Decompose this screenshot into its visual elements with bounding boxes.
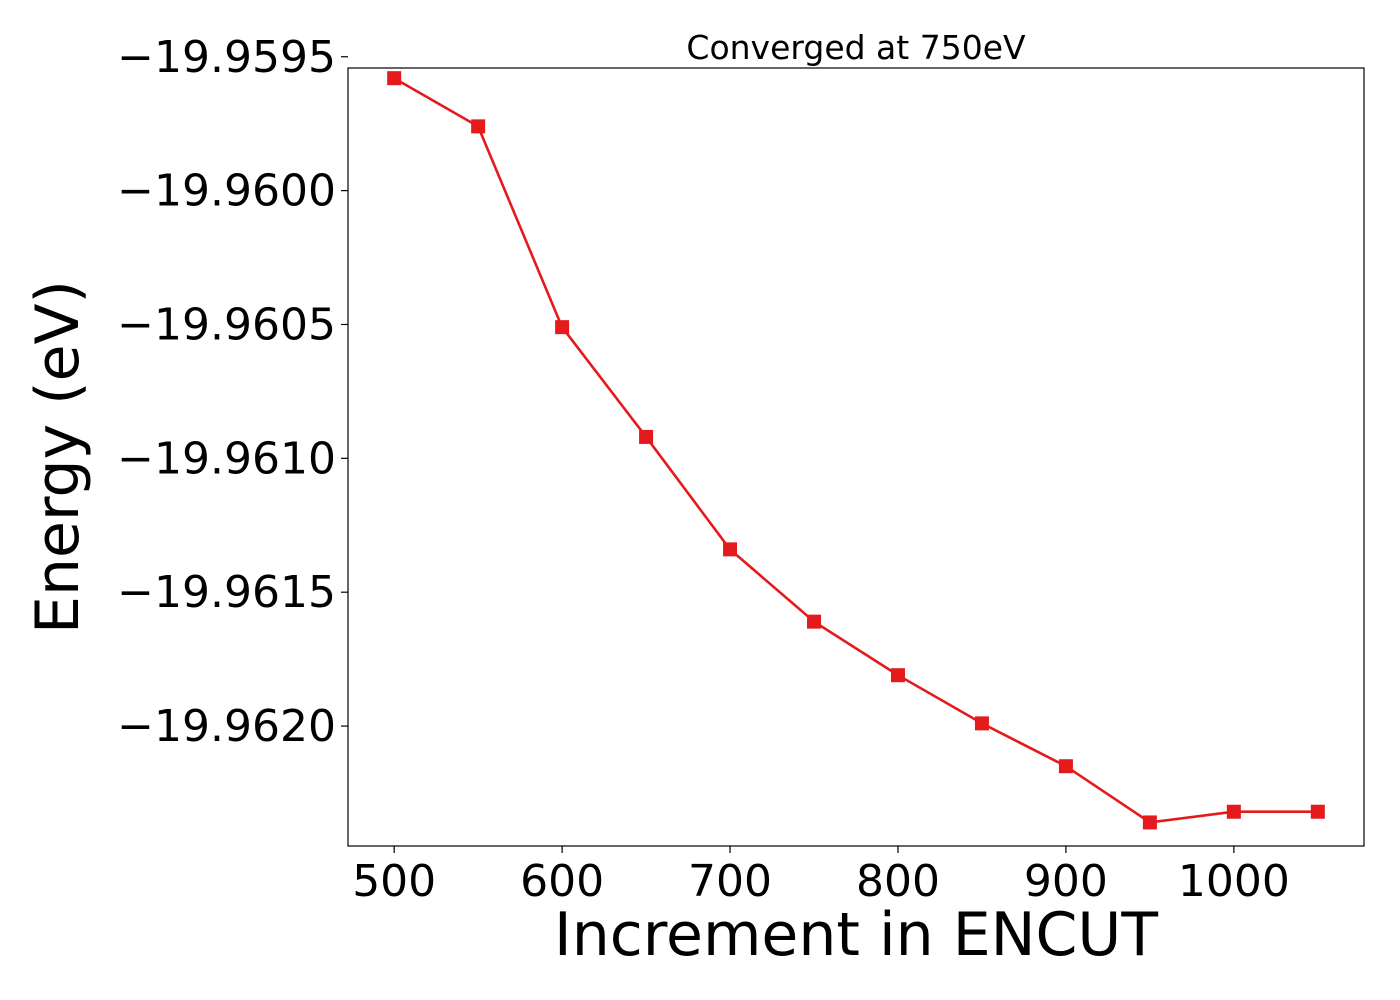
x-tick-label: 600 bbox=[520, 856, 604, 907]
y-tick-label: −19.9610 bbox=[117, 433, 336, 484]
data-point-marker bbox=[807, 614, 822, 629]
data-point-marker bbox=[1058, 759, 1073, 774]
y-tick-label: −19.9595 bbox=[117, 32, 336, 83]
data-point-marker bbox=[639, 429, 654, 444]
y-tick-label: −19.9620 bbox=[117, 701, 336, 752]
data-point-marker bbox=[387, 71, 402, 86]
y-axis-ticks: −19.9595 −19.9600 −19.9605 −19.9610 −19.9615… bbox=[117, 32, 348, 752]
y-tick-label: −19.9600 bbox=[117, 166, 336, 217]
x-tick-label: 800 bbox=[856, 856, 940, 907]
data-point-marker bbox=[555, 320, 570, 335]
data-point-marker bbox=[471, 119, 486, 134]
x-axis-ticks: 500 600 700 800 900 1000 bbox=[352, 846, 1290, 907]
x-tick-label: 500 bbox=[352, 856, 436, 907]
chart-title: Converged at 750eV bbox=[686, 28, 1026, 67]
data-point-marker bbox=[1226, 804, 1241, 819]
data-point-marker bbox=[974, 716, 989, 731]
data-point-marker bbox=[1142, 815, 1157, 830]
data-point-marker bbox=[1310, 804, 1325, 819]
data-point-marker bbox=[890, 668, 905, 683]
x-axis-label: Increment in ENCUT bbox=[554, 900, 1158, 970]
y-tick-label: −19.9605 bbox=[117, 299, 336, 350]
y-axis-label: Energy (eV) bbox=[23, 280, 93, 634]
x-tick-label: 1000 bbox=[1178, 856, 1290, 907]
plot-frame bbox=[347, 67, 1365, 847]
series-line bbox=[393, 77, 1318, 824]
data-point-marker bbox=[723, 542, 738, 557]
x-tick-label: 700 bbox=[688, 856, 772, 907]
x-tick-label: 900 bbox=[1024, 856, 1108, 907]
y-tick-label: −19.9615 bbox=[117, 567, 336, 618]
series-layer bbox=[387, 71, 1325, 830]
